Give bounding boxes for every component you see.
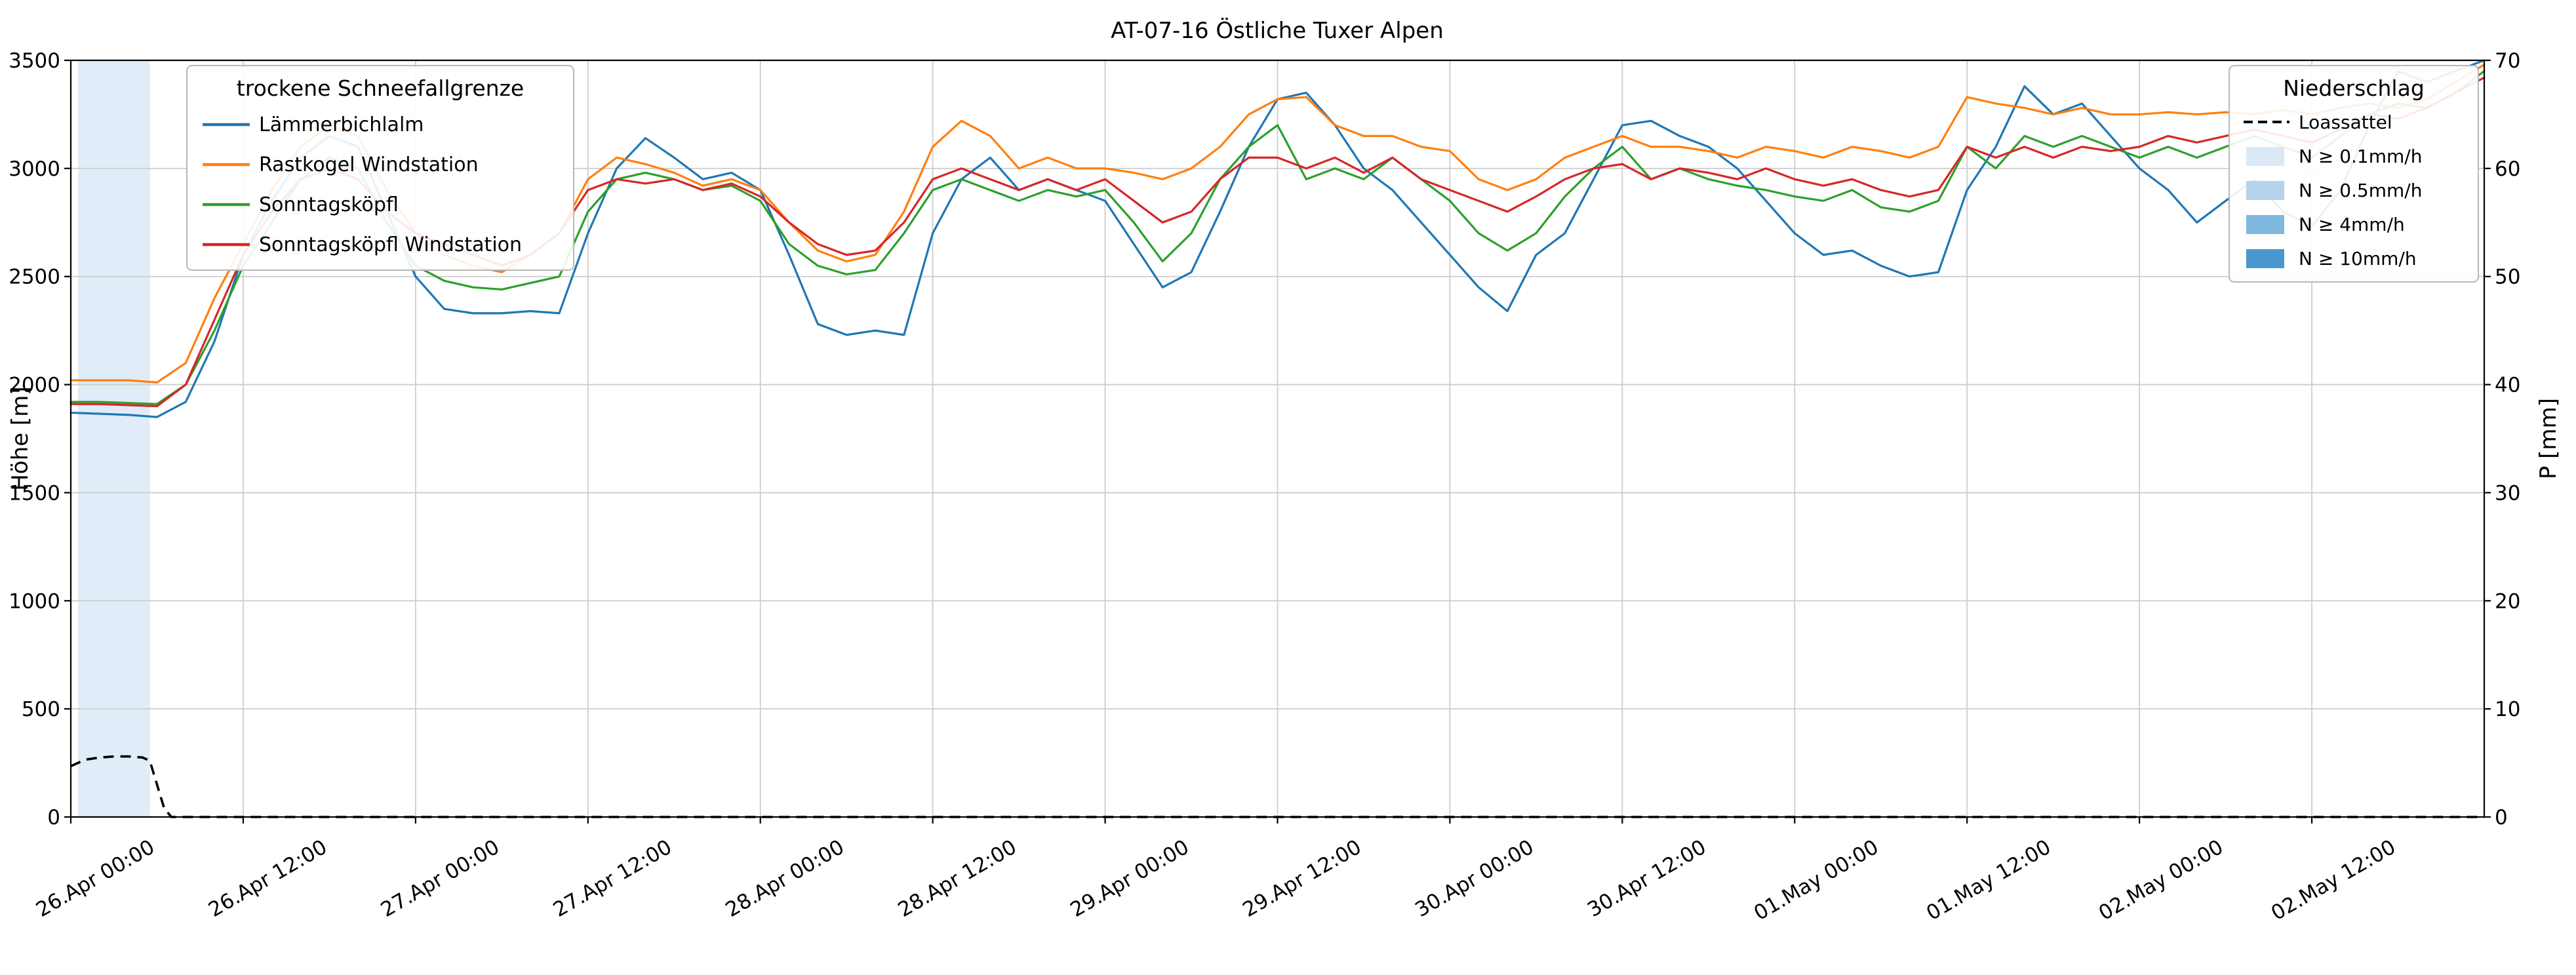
legend-item-label: Lämmerbichlalm — [259, 113, 424, 136]
precip-band — [77, 60, 150, 817]
y-tick-label-right: 60 — [2495, 157, 2520, 181]
x-tick-label: 01.May 00:00 — [1750, 835, 1882, 925]
x-tick-label: 28.Apr 12:00 — [894, 835, 1021, 922]
y-tick-label-left: 0 — [47, 806, 60, 829]
legend-snowline: trockene Schneefallgrenze Lämmerbichlalm R… — [186, 65, 574, 271]
x-tick-label: 29.Apr 00:00 — [1067, 835, 1193, 922]
legend-snowline-title: trockene Schneefallgrenze — [237, 75, 524, 101]
legend-item-label: N ≥ 10mm/h — [2299, 248, 2417, 269]
y-tick-label-right: 50 — [2495, 266, 2520, 289]
y-tick-label-right: 20 — [2495, 589, 2520, 613]
x-axis-ticks: 26.Apr 00:00 26.Apr 12:00 27.Apr 00:00 27.A… — [32, 817, 2400, 925]
legend-item-label: N ≥ 0.5mm/h — [2299, 180, 2422, 201]
x-tick-label: 28.Apr 00:00 — [722, 835, 848, 922]
y-tick-label-right: 70 — [2495, 49, 2520, 73]
y-axis-left-ticks: 0 500 1000 1500 2000 2500 3000 3500 — [9, 49, 71, 829]
y-tick-label-left: 2000 — [9, 374, 60, 397]
y-tick-label-right: 10 — [2495, 698, 2520, 721]
legend-patch-swatch-n-0-5mm-h — [2246, 181, 2284, 200]
x-tick-label: 27.Apr 12:00 — [549, 835, 676, 922]
legend-precip: Niederschlag Loassattel N ≥ 0.1mm/h N ≥ 0.5… — [2229, 65, 2479, 283]
x-tick-label: 27.Apr 00:00 — [377, 835, 504, 922]
y-tick-label-left: 1500 — [9, 481, 60, 505]
x-tick-label: 30.Apr 00:00 — [1411, 835, 1537, 922]
precip-band-layer — [77, 60, 150, 817]
legend-item-label: Loassattel — [2299, 111, 2392, 133]
x-tick-label: 26.Apr 00:00 — [32, 835, 159, 922]
y-tick-label-left: 2500 — [9, 266, 60, 289]
x-tick-label: 29.Apr 12:00 — [1238, 835, 1365, 922]
x-tick-label: 26.Apr 12:00 — [205, 835, 331, 922]
y-tick-label-left: 1000 — [9, 589, 60, 613]
legend-snowline-box — [186, 65, 574, 271]
y-tick-label-right: 40 — [2495, 374, 2520, 397]
x-tick-label: 30.Apr 12:00 — [1583, 835, 1710, 922]
legend-item-label: Sonntagsköpfl — [259, 193, 399, 216]
legend-item-label: N ≥ 0.1mm/h — [2299, 146, 2422, 167]
legend-item-label: N ≥ 4mm/h — [2299, 214, 2405, 235]
series-line-sonntagsk-pfl — [69, 70, 2486, 405]
y-tick-label-right: 0 — [2495, 806, 2508, 829]
legend-patch-swatch-n-4mm-h — [2246, 215, 2284, 234]
legend-item-label: Sonntagsköpfl Windstation — [259, 233, 522, 256]
legend-patch-swatch-n-10mm-h — [2246, 249, 2284, 268]
y-axis-left-label: Höhe [m] — [7, 386, 33, 490]
y-axis-right-ticks: 0 10 20 30 40 50 60 70 — [2484, 49, 2520, 829]
legend-precip-title: Niederschlag — [2283, 75, 2425, 101]
y-tick-label-left: 3500 — [9, 49, 60, 73]
x-tick-label: 02.May 00:00 — [2095, 835, 2227, 925]
x-tick-label: 01.May 12:00 — [1922, 835, 2055, 925]
legend-precip-box — [2229, 65, 2479, 283]
y-axis-right-label: P [mm] — [2535, 398, 2562, 479]
series-layer — [69, 59, 2486, 418]
y-tick-label-right: 30 — [2495, 481, 2520, 505]
chart-title: AT-07-16 Östliche Tuxer Alpen — [1111, 17, 1444, 44]
y-tick-label-left: 500 — [22, 698, 60, 721]
x-tick-label: 02.May 12:00 — [2267, 835, 2400, 925]
legend-patch-swatch-n-0-1mm-h — [2246, 147, 2284, 166]
y-tick-label-left: 3000 — [9, 157, 60, 181]
legend-item-label: Rastkogel Windstation — [259, 153, 479, 176]
